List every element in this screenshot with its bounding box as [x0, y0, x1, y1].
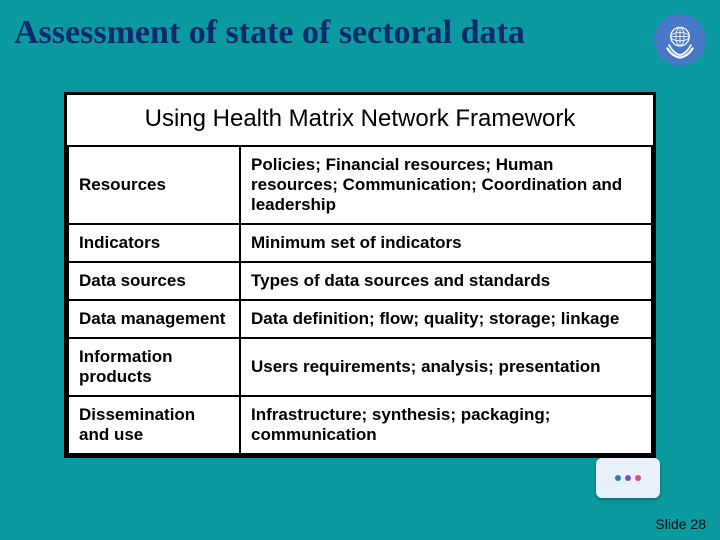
table-cell-component: Resources — [68, 146, 240, 224]
table-row: Resources Policies; Financial resources;… — [68, 146, 652, 224]
table-cell-component: Data management — [68, 300, 240, 338]
slide: Assessment of state of sectoral data Usi… — [0, 0, 720, 540]
table-cell-description: Types of data sources and standards — [240, 262, 652, 300]
table-row: Dissemination and use Infrastructure; sy… — [68, 396, 652, 454]
table-cell-description: Data definition; flow; quality; storage;… — [240, 300, 652, 338]
dot-icon — [625, 475, 631, 481]
framework-title: Using Health Matrix Network Framework — [67, 95, 653, 145]
table-row: Information products Users requirements;… — [68, 338, 652, 396]
table-row: Indicators Minimum set of indicators — [68, 224, 652, 262]
table-cell-component: Data sources — [68, 262, 240, 300]
logo-dots — [615, 475, 641, 481]
table-cell-description: Users requirements; analysis; presentati… — [240, 338, 652, 396]
table-cell-component: Information products — [68, 338, 240, 396]
slide-title: Assessment of state of sectoral data — [14, 14, 694, 52]
table-cell-description: Infrastructure; synthesis; packaging; co… — [240, 396, 652, 454]
slide-number: Slide 28 — [655, 516, 706, 532]
table-row: Data sources Types of data sources and s… — [68, 262, 652, 300]
un-logo-icon — [654, 14, 706, 66]
framework-table: Resources Policies; Financial resources;… — [67, 145, 653, 455]
table-cell-component: Dissemination and use — [68, 396, 240, 454]
table-cell-description: Policies; Financial resources; Human res… — [240, 146, 652, 224]
framework-panel: Using Health Matrix Network Framework Re… — [64, 92, 656, 458]
table-row: Data management Data definition; flow; q… — [68, 300, 652, 338]
wreath-globe-icon — [659, 19, 701, 61]
stats-org-logo-icon — [596, 458, 660, 498]
table-cell-component: Indicators — [68, 224, 240, 262]
table-cell-description: Minimum set of indicators — [240, 224, 652, 262]
dot-icon — [635, 475, 641, 481]
dot-icon — [615, 475, 621, 481]
